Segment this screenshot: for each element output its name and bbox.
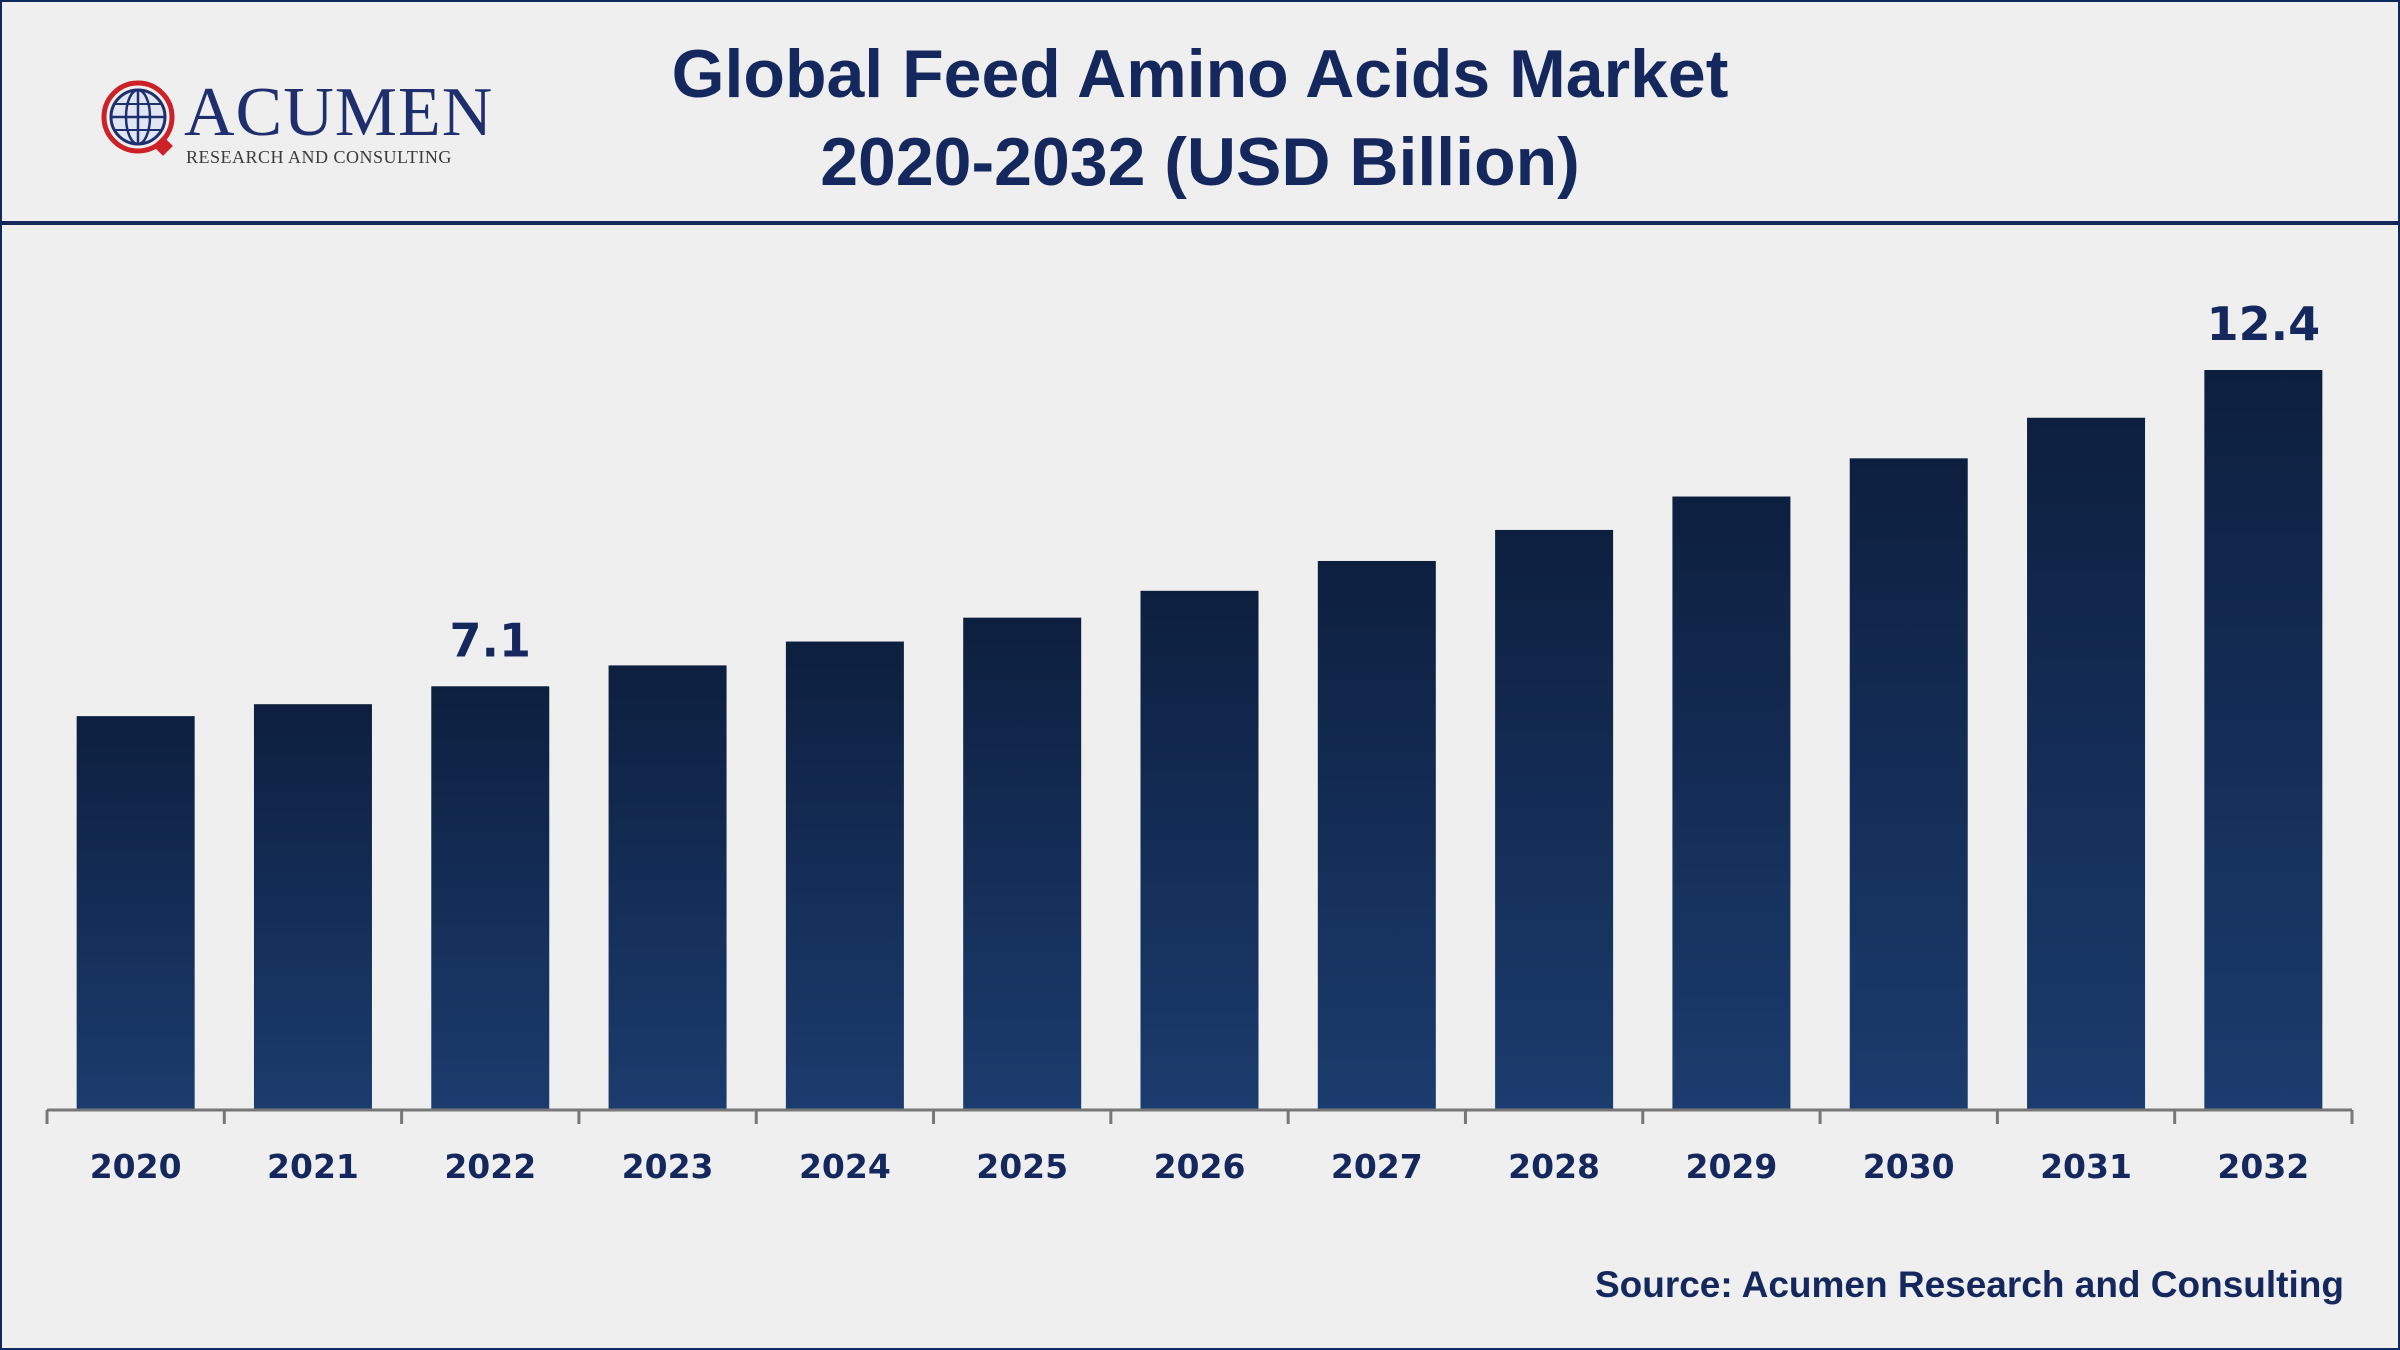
bar-2022 xyxy=(431,686,550,1110)
bar-2025 xyxy=(963,617,1082,1110)
globe-icon xyxy=(101,80,175,156)
x-tick-label-2028: 2028 xyxy=(1508,1147,1600,1186)
chart-title: Global Feed Amino Acids Market 2020-2032… xyxy=(500,30,1900,206)
x-tick-label-2021: 2021 xyxy=(267,1147,359,1186)
x-tick-label-2022: 2022 xyxy=(444,1147,536,1186)
x-tick-label-2020: 2020 xyxy=(90,1147,182,1186)
chart-title-line2: 2020-2032 (USD Billion) xyxy=(820,124,1580,200)
bar-2021 xyxy=(253,704,372,1110)
logo-tagline: RESEARCH AND CONSULTING xyxy=(186,147,452,167)
bar-2032 xyxy=(2204,370,2323,1110)
bar-2031 xyxy=(2027,417,2146,1110)
x-tick-label-2025: 2025 xyxy=(976,1147,1068,1186)
bar-2024 xyxy=(785,641,904,1110)
x-tick-label-2024: 2024 xyxy=(799,1147,891,1186)
acumen-logo: ACUMEN RESEARCH AND CONSULTING xyxy=(98,72,492,172)
x-tick-label-2030: 2030 xyxy=(1863,1147,1955,1186)
x-tick-label-2031: 2031 xyxy=(2040,1147,2132,1186)
data-label-2032: 12.4 xyxy=(2207,297,2321,351)
bar-2029 xyxy=(1672,496,1791,1111)
bar-2020 xyxy=(76,716,195,1110)
bar-2030 xyxy=(1849,458,1968,1110)
x-tick-label-2032: 2032 xyxy=(2217,1147,2309,1186)
source-note: Source: Acumen Research and Consulting xyxy=(1594,1264,2344,1305)
x-tick-label-2026: 2026 xyxy=(1154,1147,1246,1186)
x-axis: 2020 2021 2022 2023 2024 2025 2026 2027 2028 2029… xyxy=(45,1108,2354,1186)
data-label-2022: 7.1 xyxy=(450,613,532,667)
bar-2026 xyxy=(1140,590,1259,1110)
bar-2023 xyxy=(608,665,727,1110)
chart-title-line1: Global Feed Amino Acids Market xyxy=(671,36,1729,112)
x-tick-label-2023: 2023 xyxy=(622,1147,714,1186)
bars-group xyxy=(76,370,2323,1111)
bar-2028 xyxy=(1495,529,1614,1110)
x-tick-label-2029: 2029 xyxy=(1685,1147,1777,1186)
bar-2027 xyxy=(1317,560,1436,1110)
data-labels-group: 7.1 12.4 xyxy=(450,297,2321,667)
header-divider xyxy=(0,221,2400,225)
x-tick-label-2027: 2027 xyxy=(1331,1147,1423,1186)
logo-wordmark: ACUMEN xyxy=(184,74,494,151)
